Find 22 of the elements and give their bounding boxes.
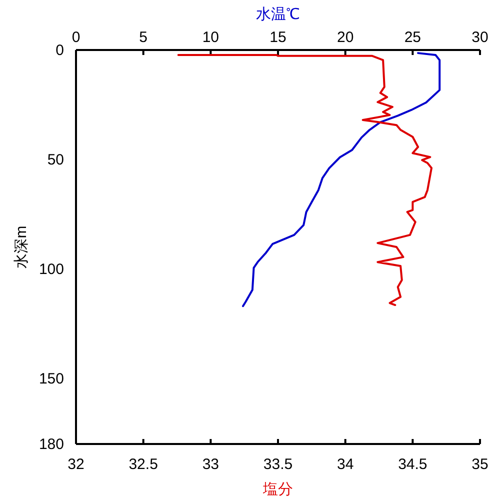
x-axis-title: 塩分	[262, 481, 293, 498]
y-tick-label: 50	[47, 151, 64, 168]
y-tick-label: 0	[56, 42, 64, 59]
x-tick-label: 35	[472, 456, 488, 473]
x2-tick-label: 5	[139, 29, 148, 46]
y-axis-title: 水深m	[13, 226, 30, 268]
x2-tick-label: 25	[404, 29, 422, 46]
x2-tick-label: 30	[472, 29, 488, 46]
y-tick-label: 100	[38, 260, 64, 278]
x-tick-label: 32.5	[128, 456, 158, 473]
x-tick-label: 34.5	[398, 456, 428, 473]
x2-axis-title: 水温℃	[256, 6, 300, 23]
x-tick-label: 33.5	[263, 456, 293, 473]
x-tick-label: 33	[202, 456, 220, 473]
x-tick-label: 32	[68, 456, 84, 473]
y-tick-label: 180	[38, 436, 64, 453]
x2-tick-label: 20	[336, 29, 354, 46]
y-tick-label: 150	[38, 370, 64, 388]
x-tick-label: 34	[336, 456, 354, 473]
x2-tick-label: 0	[72, 29, 80, 46]
x2-tick-label: 10	[202, 29, 220, 46]
x2-tick-label: 15	[270, 29, 286, 46]
